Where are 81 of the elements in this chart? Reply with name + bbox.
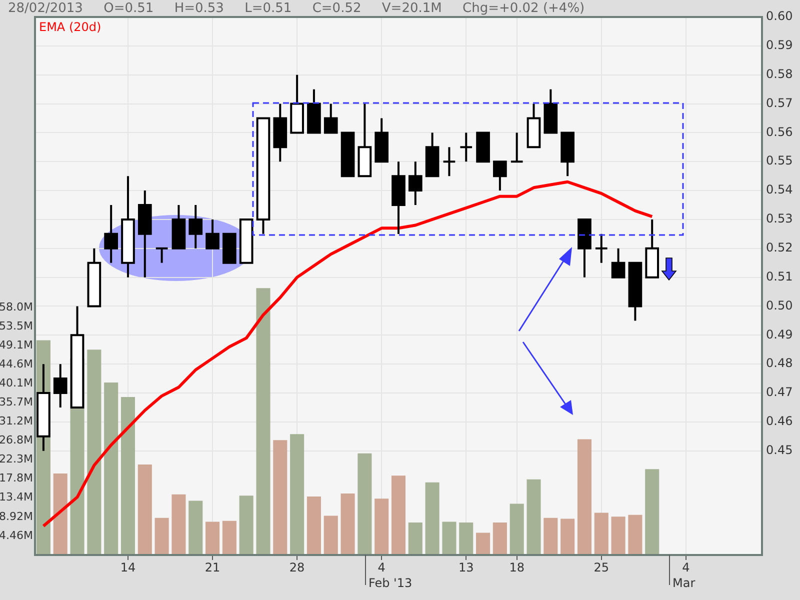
bar <box>492 522 507 555</box>
bar <box>53 473 68 555</box>
candlestick <box>510 132 524 163</box>
bar <box>256 288 270 555</box>
bar <box>442 522 456 555</box>
x-tick-label: 28 <box>289 560 305 574</box>
y2-tick-label: 26.8M <box>0 434 33 447</box>
bar <box>120 397 136 555</box>
bar <box>290 434 304 555</box>
y2-tick-label: 4.46M <box>0 528 33 542</box>
y-tick-label: 0.54 <box>766 182 793 197</box>
x-tick-label: 21 <box>204 560 220 574</box>
bar <box>273 440 288 555</box>
y2-tick-label: 31.2M <box>0 414 33 428</box>
y-tick-label: 0.51 <box>766 269 793 284</box>
y-tick-label: 0.46 <box>766 414 793 428</box>
y-tick-label: 0.50 <box>766 298 793 312</box>
candlestick <box>459 132 474 163</box>
candlestick <box>154 247 169 264</box>
bar <box>154 518 169 555</box>
y2-tick-label: 49.1M <box>0 338 33 352</box>
y-tick-label: 0.55 <box>766 154 793 168</box>
y-tick-label: 0.45 <box>766 442 793 457</box>
text: EMA (20d) <box>39 20 102 34</box>
bar <box>408 522 422 555</box>
x-tick-label: 4 <box>378 560 386 574</box>
bar <box>560 518 575 555</box>
bar <box>358 453 372 555</box>
y2-tick-label: 40.1M <box>0 376 33 390</box>
chart-title: 28/02/2013 O=0.51 H=0.53 L=0.51 C=0.52 V=20.1M Chg=+0.02 (+4%) <box>8 0 585 17</box>
y-tick-label: 0.49 <box>766 327 793 342</box>
bar <box>476 532 490 555</box>
bar <box>340 494 355 555</box>
y2-tick-label: 53.5M <box>0 319 33 332</box>
bar <box>544 518 558 555</box>
candlestick <box>442 146 456 178</box>
bar <box>391 476 406 555</box>
bar <box>324 516 338 555</box>
y2-tick-label: 44.6M <box>0 357 33 370</box>
candlestick <box>594 232 608 264</box>
bar <box>87 350 102 555</box>
y-tick-label: 0.57 <box>766 96 793 110</box>
x-tick-label: 13 <box>458 560 474 574</box>
text: Feb '13 <box>368 576 412 590</box>
bar <box>577 439 592 555</box>
y-tick-label: 0.60 <box>766 9 793 24</box>
bar <box>104 382 118 555</box>
bar <box>206 522 220 555</box>
y2-tick-label: 35.7M <box>0 396 33 409</box>
y2-tick-label: 13.4M <box>0 490 33 504</box>
y-tick-label: 0.47 <box>766 385 793 400</box>
y-tick-label: 0.48 <box>766 356 793 370</box>
bar <box>645 469 660 555</box>
x-tick-label: 14 <box>120 560 136 574</box>
bar <box>306 496 321 555</box>
bar <box>459 522 474 555</box>
bar <box>594 512 608 555</box>
bar <box>374 498 389 555</box>
bar <box>611 516 626 555</box>
bar <box>425 482 440 555</box>
bar <box>138 464 152 555</box>
y-tick-label: 0.58 <box>766 66 793 81</box>
bar <box>628 514 642 555</box>
y-tick-label: 0.56 <box>766 124 793 139</box>
y2-tick-label: 17.8M <box>0 472 33 485</box>
y2-tick-label: 22.3M <box>0 452 33 466</box>
x-tick-label: 25 <box>594 560 610 574</box>
y2-tick-label: 58.0M <box>0 300 33 314</box>
bar <box>172 494 186 555</box>
x-tick-label: 4 <box>682 560 690 574</box>
x-tick-label: 18 <box>509 560 524 574</box>
y-tick-label: 0.59 <box>766 38 793 52</box>
bar <box>188 500 203 555</box>
bar <box>239 496 254 555</box>
y-tick-label: 0.52 <box>766 240 793 255</box>
y2-tick-label: 8.92M <box>0 510 33 523</box>
bar <box>526 479 541 555</box>
y-tick-label: 0.53 <box>766 212 793 226</box>
bar <box>222 520 236 555</box>
bar <box>510 504 524 555</box>
text: Mar <box>672 576 696 590</box>
